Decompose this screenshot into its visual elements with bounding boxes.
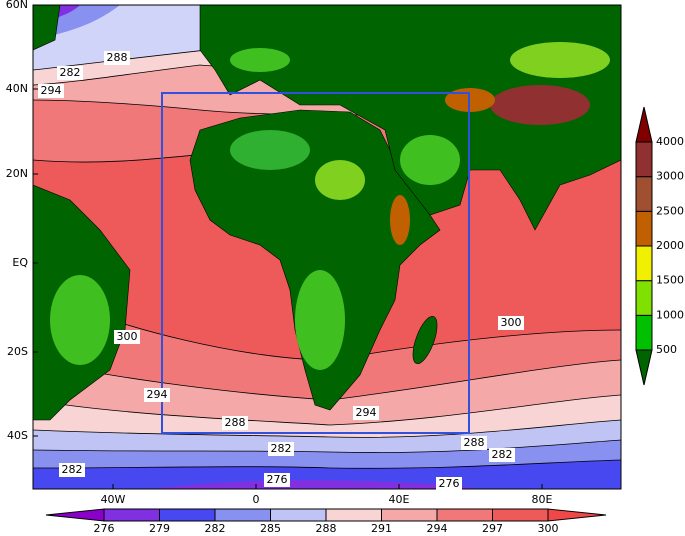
colorbar-segment (635, 314, 653, 351)
colorbar-segment (214, 508, 271, 522)
contour-label: 276 (267, 473, 288, 486)
colorbar-label: 500 (656, 343, 677, 356)
colorbar-segment (436, 508, 493, 522)
map-area (33, 5, 621, 489)
colorbar-label: 279 (149, 522, 170, 535)
colorbar-segment (381, 508, 438, 522)
lat-label: 20S (7, 345, 28, 358)
contour-label: 282 (492, 448, 513, 461)
contour-line (33, 459, 621, 469)
north-america (33, 5, 61, 51)
contour-label: 282 (271, 442, 292, 455)
contour-label-bg (489, 448, 515, 462)
map-frame (32, 4, 622, 490)
colorbar-segment (635, 210, 653, 247)
elevation (230, 48, 290, 72)
contour-label: 288 (225, 416, 246, 429)
lat-label: 40S (7, 429, 28, 442)
colorbar-segment (635, 280, 653, 316)
colorbar-label: 291 (371, 522, 392, 535)
colorbar-label: 3000 (656, 170, 684, 183)
lat-label: 60N (6, 0, 28, 11)
elevation (510, 42, 610, 78)
lon-label: 40W (101, 493, 126, 506)
domain-box (161, 92, 470, 434)
colorbar-label: 1000 (656, 308, 684, 321)
contour-label: 300 (501, 316, 522, 329)
contour-line (33, 419, 621, 438)
contour-label-bg (59, 463, 85, 477)
contour-label-bg (144, 388, 170, 402)
contour-label: 282 (60, 66, 81, 79)
colorbar-segment (270, 508, 327, 522)
colorbar-label: 276 (94, 522, 115, 535)
elevation-shading (50, 42, 610, 370)
colorbar-label: 2500 (656, 204, 684, 217)
colorbar-label: 285 (260, 522, 281, 535)
elevation (295, 270, 345, 370)
colorbar-label: 288 (316, 522, 337, 535)
colorbar-segment (635, 176, 653, 212)
contour-label-bg (38, 84, 64, 98)
colorbar-label: 282 (205, 522, 226, 535)
colorbar-segment (103, 508, 160, 522)
elevation (390, 195, 410, 245)
contour-label-bg (436, 477, 462, 491)
contour-label-bg (57, 66, 83, 80)
contour-label: 294 (41, 84, 62, 97)
elevation (230, 130, 310, 170)
africa (189, 109, 441, 411)
contour-label-bg (222, 416, 248, 430)
colorbar-label: 1500 (656, 274, 684, 287)
contour-label: 288 (107, 51, 128, 64)
colorbar-segment (325, 508, 382, 522)
colorbar-triangle (635, 349, 653, 386)
elevation (490, 85, 590, 125)
colorbar-label: 2000 (656, 239, 684, 252)
contour-label-bg (353, 406, 379, 420)
colorbar-segment (159, 508, 216, 522)
elevation (400, 135, 460, 185)
contour-line (33, 394, 621, 426)
lat-label: EQ (12, 256, 28, 269)
contour-label: 294 (356, 406, 377, 419)
colorbar-segment (635, 245, 653, 282)
colorbar-segment (492, 508, 549, 522)
lat-label: 40N (6, 82, 28, 95)
contour-label: 276 (439, 477, 460, 490)
colorbar-triangle (635, 106, 653, 143)
contour-label-bg (461, 436, 487, 450)
lon-label: 0 (253, 493, 260, 506)
contour-label-bg (114, 330, 140, 344)
contour-label: 282 (62, 463, 83, 476)
colorbar-triangle (45, 508, 105, 522)
colorbar-label: 4000 (656, 135, 684, 148)
contour-label-bg (498, 316, 524, 330)
colorbar-label: 294 (427, 522, 448, 535)
elevation (50, 275, 110, 365)
lon-label: 40E (389, 493, 410, 506)
elevation (315, 160, 365, 200)
contour-label-bg (104, 51, 130, 65)
contour-line (33, 439, 621, 453)
colorbar-segment (635, 141, 653, 178)
madagascar (412, 316, 438, 364)
lat-label: 20N (6, 167, 28, 180)
colorbar-label: 300 (538, 522, 559, 535)
contour-label-bg (268, 442, 294, 456)
lon-label: 80E (532, 493, 553, 506)
colorbar-triangle (547, 508, 607, 522)
colorbar-label: 297 (482, 522, 503, 535)
contour-label: 288 (464, 436, 485, 449)
contour-label: 294 (147, 388, 168, 401)
sst-band (150, 480, 480, 489)
contour-label-bg (264, 473, 290, 487)
contour-label: 300 (117, 330, 138, 343)
